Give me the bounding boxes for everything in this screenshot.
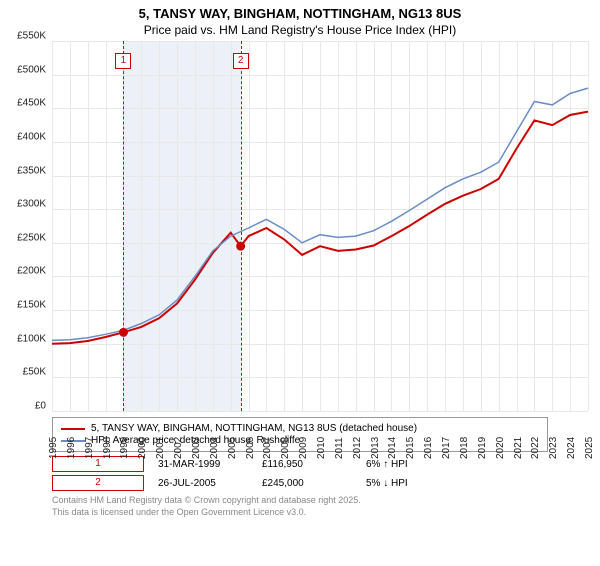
y-tick-label: £150K xyxy=(17,300,46,311)
x-tick-label: 2002 xyxy=(173,437,184,459)
chart-subtitle: Price paid vs. HM Land Registry's House … xyxy=(0,23,600,37)
sale-row-hpi-move: 6% ↑ HPI xyxy=(366,459,456,470)
gridline-v xyxy=(588,41,589,411)
x-axis: 1995199619971998199920002001200220032004… xyxy=(52,413,588,453)
y-tick-label: £400K xyxy=(17,131,46,142)
x-tick-label: 2024 xyxy=(566,437,577,459)
x-tick-label: 2014 xyxy=(387,437,398,459)
sale-row-date: 26-JUL-2005 xyxy=(158,478,248,489)
x-tick-label: 2023 xyxy=(548,437,559,459)
x-tick-label: 2021 xyxy=(513,437,524,459)
x-tick-label: 1998 xyxy=(102,437,113,459)
y-tick-label: £300K xyxy=(17,199,46,210)
gridline-h xyxy=(52,411,588,412)
x-tick-label: 2008 xyxy=(280,437,291,459)
line-series-layer xyxy=(52,41,588,411)
x-tick-label: 2022 xyxy=(530,437,541,459)
x-tick-label: 2017 xyxy=(441,437,452,459)
sale-row-price: £116,950 xyxy=(262,459,352,470)
sale-row-hpi-move: 5% ↓ HPI xyxy=(366,478,456,489)
x-tick-label: 2000 xyxy=(137,437,148,459)
series-hpi xyxy=(52,88,588,340)
sale-marker xyxy=(237,242,245,250)
footer-line-1: Contains HM Land Registry data © Crown c… xyxy=(52,495,548,507)
x-tick-label: 2003 xyxy=(191,437,202,459)
y-tick-label: £450K xyxy=(17,98,46,109)
chart-plot-area: 12 xyxy=(52,41,588,411)
y-tick-label: £550K xyxy=(17,31,46,42)
x-tick-label: 2011 xyxy=(334,437,345,459)
sale-row-date: 31-MAR-1999 xyxy=(158,459,248,470)
x-tick-label: 2010 xyxy=(316,437,327,459)
y-tick-label: £350K xyxy=(17,165,46,176)
x-tick-label: 2019 xyxy=(477,437,488,459)
x-tick-label: 2016 xyxy=(423,437,434,459)
y-tick-label: £200K xyxy=(17,266,46,277)
x-tick-label: 2015 xyxy=(405,437,416,459)
y-tick-label: £500K xyxy=(17,64,46,75)
x-tick-label: 2007 xyxy=(262,437,273,459)
x-tick-label: 2001 xyxy=(155,437,166,459)
x-tick-label: 2012 xyxy=(352,437,363,459)
footer-line-2: This data is licensed under the Open Gov… xyxy=(52,507,548,519)
sale-row-price: £245,000 xyxy=(262,478,352,489)
x-tick-label: 2013 xyxy=(370,437,381,459)
y-tick-label: £0 xyxy=(35,401,46,412)
x-tick-label: 1997 xyxy=(84,437,95,459)
sale-marker xyxy=(119,328,127,336)
x-tick-label: 1999 xyxy=(119,437,130,459)
sale-row: 2 26-JUL-2005 £245,000 5% ↓ HPI xyxy=(52,475,548,491)
y-tick-label: £250K xyxy=(17,232,46,243)
x-tick-label: 1995 xyxy=(48,437,59,459)
x-tick-label: 2009 xyxy=(298,437,309,459)
x-tick-label: 1996 xyxy=(66,437,77,459)
x-tick-label: 2004 xyxy=(209,437,220,459)
y-tick-label: £50K xyxy=(23,367,46,378)
x-tick-label: 2020 xyxy=(495,437,506,459)
chart-title: 5, TANSY WAY, BINGHAM, NOTTINGHAM, NG13 … xyxy=(0,6,600,21)
sale-row-num: 2 xyxy=(52,475,144,491)
y-tick-label: £100K xyxy=(17,333,46,344)
x-tick-label: 2025 xyxy=(584,437,595,459)
x-tick-label: 2005 xyxy=(227,437,238,459)
x-tick-label: 2018 xyxy=(459,437,470,459)
sales-table: 131-MAR-1999£116,9506% ↑ HPI226-JUL-2005… xyxy=(52,456,548,491)
x-tick-label: 2006 xyxy=(245,437,256,459)
footer-license: Contains HM Land Registry data © Crown c… xyxy=(52,495,548,518)
y-axis: £0£50K£100K£150K£200K£250K£300K£350K£400… xyxy=(0,36,50,406)
